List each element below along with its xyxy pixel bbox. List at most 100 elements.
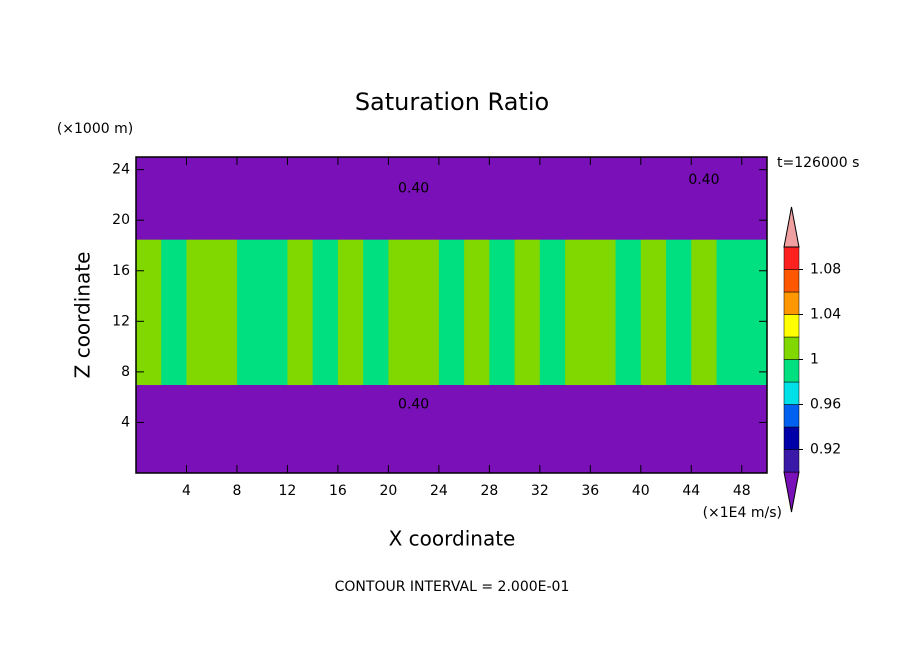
field-cell [186, 157, 213, 240]
colorbar-low [783, 471, 800, 513]
field-cell [438, 239, 465, 386]
field-cell [716, 157, 743, 240]
field-cell [287, 157, 314, 240]
field-cell [615, 239, 642, 386]
colorbar-box [783, 269, 800, 293]
field-cell [716, 384, 743, 474]
field-cell [514, 157, 541, 240]
field-cell [489, 157, 516, 240]
field-cell [236, 239, 263, 386]
colorbar-box [783, 381, 800, 405]
field-cell [236, 157, 263, 240]
y-tick-label: 4 [121, 414, 130, 430]
colorbar-box [783, 246, 800, 270]
y-tick-label: 12 [112, 313, 130, 329]
field-cell [464, 384, 490, 474]
field-cell [565, 384, 591, 474]
x-axis-label: X coordinate [389, 527, 516, 551]
field-cell [716, 239, 743, 386]
contour-label: 0.40 [398, 397, 429, 413]
field-cell [666, 384, 692, 474]
field-cell [186, 239, 213, 386]
field-cell [211, 384, 238, 474]
field-cell [262, 384, 288, 474]
field-cell [161, 239, 187, 386]
colorbar-box [783, 291, 800, 315]
field-cell [741, 239, 768, 386]
field-cell [741, 384, 768, 474]
field-cell [539, 384, 566, 474]
x-tick-label: 16 [329, 483, 347, 499]
field-cell [590, 157, 617, 240]
field-cell [262, 157, 288, 240]
field-cell [666, 157, 692, 240]
chart-title: Saturation Ratio [355, 88, 549, 116]
x-tick-label: 4 [182, 483, 191, 499]
field-cell [691, 239, 718, 386]
field-cell [312, 157, 339, 240]
y-tick-label: 16 [112, 263, 130, 279]
colorbar-box [783, 314, 800, 338]
field-cell [539, 239, 566, 386]
field-cell [136, 384, 162, 474]
field-cell [615, 157, 642, 240]
field-cell [565, 157, 591, 240]
y-units: (×1000 m) [57, 121, 133, 137]
x-tick-label: 32 [531, 483, 549, 499]
time-label: t=126000 s [777, 155, 859, 171]
colorbar-box [783, 336, 800, 360]
field-cell [413, 384, 440, 474]
field-cell [312, 239, 339, 386]
x-tick-label: 28 [480, 483, 498, 499]
x-tick-label: 40 [632, 483, 650, 499]
field-cell [136, 239, 162, 386]
field-cell [413, 157, 440, 240]
field-cell [413, 239, 440, 386]
y-tick-label: 8 [121, 364, 130, 380]
field-cell [363, 384, 389, 474]
field-cell [590, 384, 617, 474]
colorbar-label: 0.92 [810, 442, 841, 458]
colorbar-box [783, 426, 800, 450]
x-tick-label: 12 [279, 483, 297, 499]
y-tick-label: 24 [112, 162, 130, 178]
field-cell [312, 384, 339, 474]
colorbar-label: 1.08 [810, 262, 841, 278]
field-cell [615, 384, 642, 474]
colorbar-label: 1 [810, 352, 819, 368]
field-cell [464, 157, 490, 240]
field-cell [666, 239, 692, 386]
field-cell [337, 239, 364, 386]
field-cell [236, 384, 263, 474]
field-cell [388, 239, 415, 386]
field-cell [590, 239, 617, 386]
x-tick-label: 20 [379, 483, 397, 499]
field-cell [161, 384, 187, 474]
field-cell [565, 239, 591, 386]
x-units: (×1E4 m/s) [703, 505, 782, 521]
colorbar-box [783, 359, 800, 383]
colorbar-box [783, 449, 800, 473]
field-cell [489, 239, 516, 386]
y-tick-label: 20 [112, 212, 130, 228]
field-cell [337, 384, 364, 474]
x-tick-label: 48 [733, 483, 751, 499]
colorbar-high [783, 206, 800, 248]
field-cell [640, 384, 667, 474]
field-cell [691, 384, 718, 474]
colorbar-box [783, 404, 800, 428]
field-cell [388, 384, 415, 474]
field-cell [514, 239, 541, 386]
field-cell [741, 157, 768, 240]
field-cell [464, 239, 490, 386]
x-tick-label: 8 [232, 483, 241, 499]
field-cell [262, 239, 288, 386]
colorbar-label: 0.96 [810, 397, 841, 413]
contour-label: 0.40 [688, 172, 719, 188]
field-cell [640, 239, 667, 386]
plot-frame [135, 156, 768, 474]
field-cell [438, 384, 465, 474]
field-cell [691, 157, 718, 240]
contour-label: 0.40 [398, 181, 429, 197]
